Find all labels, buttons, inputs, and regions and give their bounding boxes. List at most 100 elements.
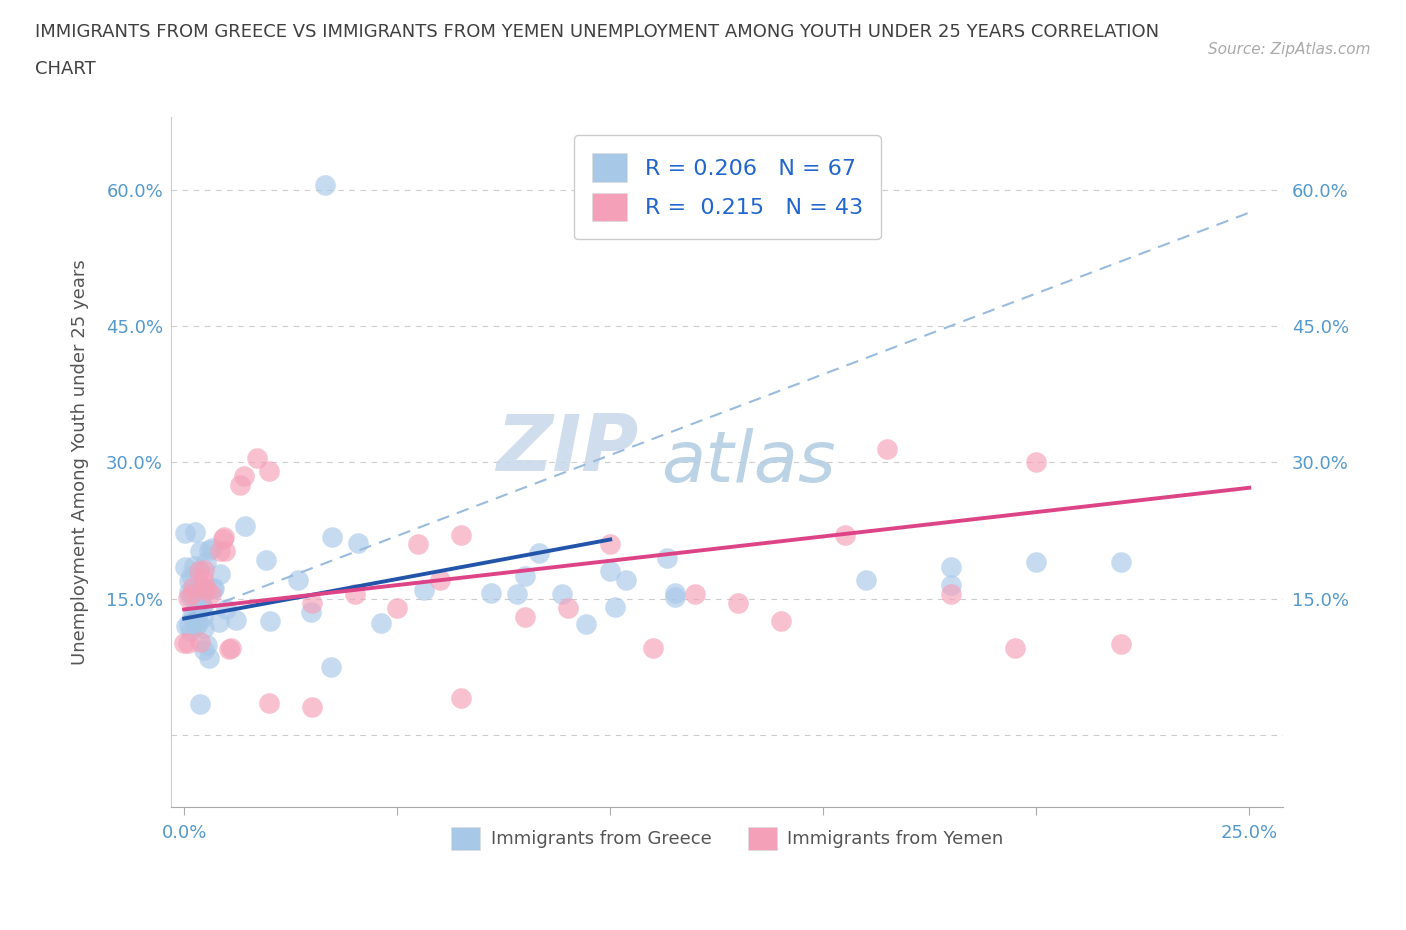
Point xyxy=(233,518,256,533)
Point xyxy=(641,641,664,656)
Point xyxy=(194,579,217,594)
Point xyxy=(215,602,238,617)
Point xyxy=(179,618,201,632)
Point xyxy=(198,651,221,666)
Point xyxy=(245,450,267,465)
Point xyxy=(221,641,243,656)
Point xyxy=(1111,636,1133,651)
Point xyxy=(180,624,202,639)
Point xyxy=(202,582,225,597)
Point xyxy=(769,614,792,629)
Point xyxy=(187,563,209,578)
Point xyxy=(299,604,322,619)
Point xyxy=(319,659,342,674)
Point xyxy=(301,595,323,610)
Point xyxy=(1025,455,1047,470)
Point xyxy=(193,620,215,635)
Point xyxy=(939,559,962,574)
Point xyxy=(321,529,343,544)
Point xyxy=(287,573,309,588)
Point xyxy=(218,641,240,656)
Point xyxy=(450,527,472,542)
Point xyxy=(212,530,235,545)
Point xyxy=(212,531,235,546)
Point xyxy=(314,178,336,193)
Point xyxy=(557,600,579,615)
Point xyxy=(343,587,366,602)
Point xyxy=(188,634,211,649)
Point xyxy=(179,585,201,600)
Point xyxy=(481,585,503,600)
Point xyxy=(195,637,218,652)
Point xyxy=(232,469,254,484)
Point xyxy=(190,599,212,614)
Point xyxy=(180,608,202,623)
Point xyxy=(513,568,536,583)
Legend: Immigrants from Greece, Immigrants from Yemen: Immigrants from Greece, Immigrants from … xyxy=(444,819,1011,857)
Point xyxy=(184,579,207,594)
Point xyxy=(174,525,197,540)
Point xyxy=(184,598,207,613)
Point xyxy=(193,600,215,615)
Point xyxy=(614,573,637,588)
Point xyxy=(188,543,211,558)
Y-axis label: Unemployment Among Youth under 25 years: Unemployment Among Youth under 25 years xyxy=(72,259,89,665)
Point xyxy=(855,573,877,588)
Point xyxy=(208,544,231,559)
Point xyxy=(1025,555,1047,570)
Point xyxy=(347,536,370,551)
Point xyxy=(200,587,222,602)
Point xyxy=(191,610,214,625)
Point xyxy=(197,542,219,557)
Point xyxy=(188,564,211,578)
Point xyxy=(225,612,247,627)
Point xyxy=(193,643,215,658)
Text: CHART: CHART xyxy=(35,60,96,78)
Point xyxy=(1111,555,1133,570)
Text: ZIP: ZIP xyxy=(496,410,638,486)
Point xyxy=(259,696,281,711)
Point xyxy=(187,615,209,630)
Point xyxy=(208,615,231,630)
Text: IMMIGRANTS FROM GREECE VS IMMIGRANTS FROM YEMEN UNEMPLOYMENT AMONG YOUTH UNDER 2: IMMIGRANTS FROM GREECE VS IMMIGRANTS FRO… xyxy=(35,23,1160,41)
Point xyxy=(228,478,250,493)
Point xyxy=(180,568,202,583)
Point xyxy=(834,527,856,542)
Point xyxy=(188,697,211,711)
Point xyxy=(190,580,212,595)
Point xyxy=(370,616,392,631)
Point xyxy=(173,636,195,651)
Point xyxy=(201,540,224,555)
Point xyxy=(254,552,277,567)
Point xyxy=(664,590,686,604)
Point xyxy=(939,587,962,602)
Point xyxy=(575,617,598,631)
Point xyxy=(195,583,218,598)
Point xyxy=(184,618,207,633)
Point xyxy=(513,609,536,624)
Point xyxy=(939,578,962,592)
Point xyxy=(599,537,621,551)
Point xyxy=(603,600,626,615)
Point xyxy=(655,551,678,565)
Point xyxy=(259,464,281,479)
Point xyxy=(385,600,408,615)
Point xyxy=(301,700,323,715)
Point xyxy=(876,441,898,456)
Point xyxy=(551,587,574,602)
Text: atlas: atlas xyxy=(661,428,835,497)
Point xyxy=(685,587,707,602)
Point xyxy=(181,579,204,594)
Point xyxy=(173,560,195,575)
Point xyxy=(506,586,529,601)
Point xyxy=(412,582,434,597)
Point xyxy=(259,614,281,629)
Text: Source: ZipAtlas.com: Source: ZipAtlas.com xyxy=(1208,42,1371,57)
Point xyxy=(429,573,451,588)
Point xyxy=(727,595,749,610)
Point xyxy=(183,607,205,622)
Point xyxy=(408,537,430,551)
Point xyxy=(209,566,232,581)
Point xyxy=(174,618,197,633)
Point xyxy=(214,543,236,558)
